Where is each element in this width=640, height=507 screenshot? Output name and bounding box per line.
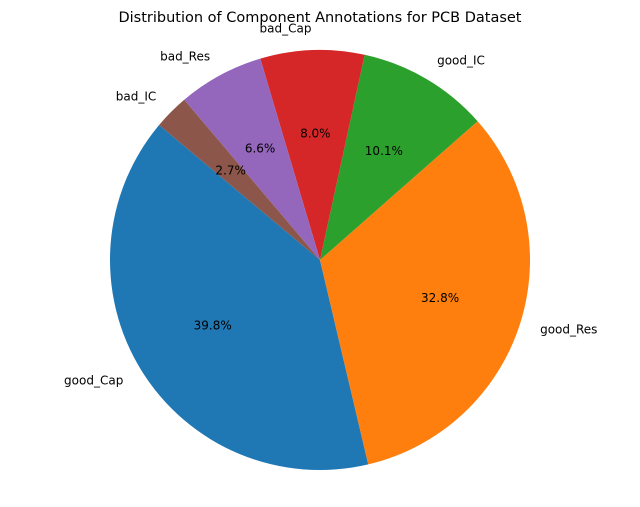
pie-slice-bad_Res xyxy=(184,58,320,260)
pie-slice-bad_IC xyxy=(159,99,320,260)
pie-slice-good_IC xyxy=(320,54,478,260)
percent-label-good_Res: 32.8% xyxy=(421,291,459,305)
percent-label-good_IC: 10.1% xyxy=(365,144,403,158)
slice-label-good_Cap: good_Cap xyxy=(64,374,123,388)
slice-label-bad_Cap: bad_Cap xyxy=(260,22,312,36)
percent-label-good_Cap: 39.8% xyxy=(194,319,232,333)
pie-slice-good_Cap xyxy=(110,125,369,471)
slice-label-bad_Res: bad_Res xyxy=(160,49,210,63)
pie-slice-good_Res xyxy=(320,121,530,465)
slice-label-good_IC: good_IC xyxy=(437,53,485,67)
pie-slices xyxy=(110,50,530,471)
slice-label-good_Res: good_Res xyxy=(540,323,597,337)
percent-label-bad_Cap: 8.0% xyxy=(300,127,331,141)
slice-label-bad_IC: bad_IC xyxy=(116,90,157,104)
percent-label-bad_Res: 6.6% xyxy=(245,142,276,156)
percent-label-bad_IC: 2.7% xyxy=(215,164,246,178)
pie-slice-bad_Cap xyxy=(260,50,365,261)
chart-title: Distribution of Component Annotations fo… xyxy=(118,10,521,26)
pie-labels: good_Cap 39.8% good_Res 32.8% good_IC 10.1% ba… xyxy=(64,22,597,388)
